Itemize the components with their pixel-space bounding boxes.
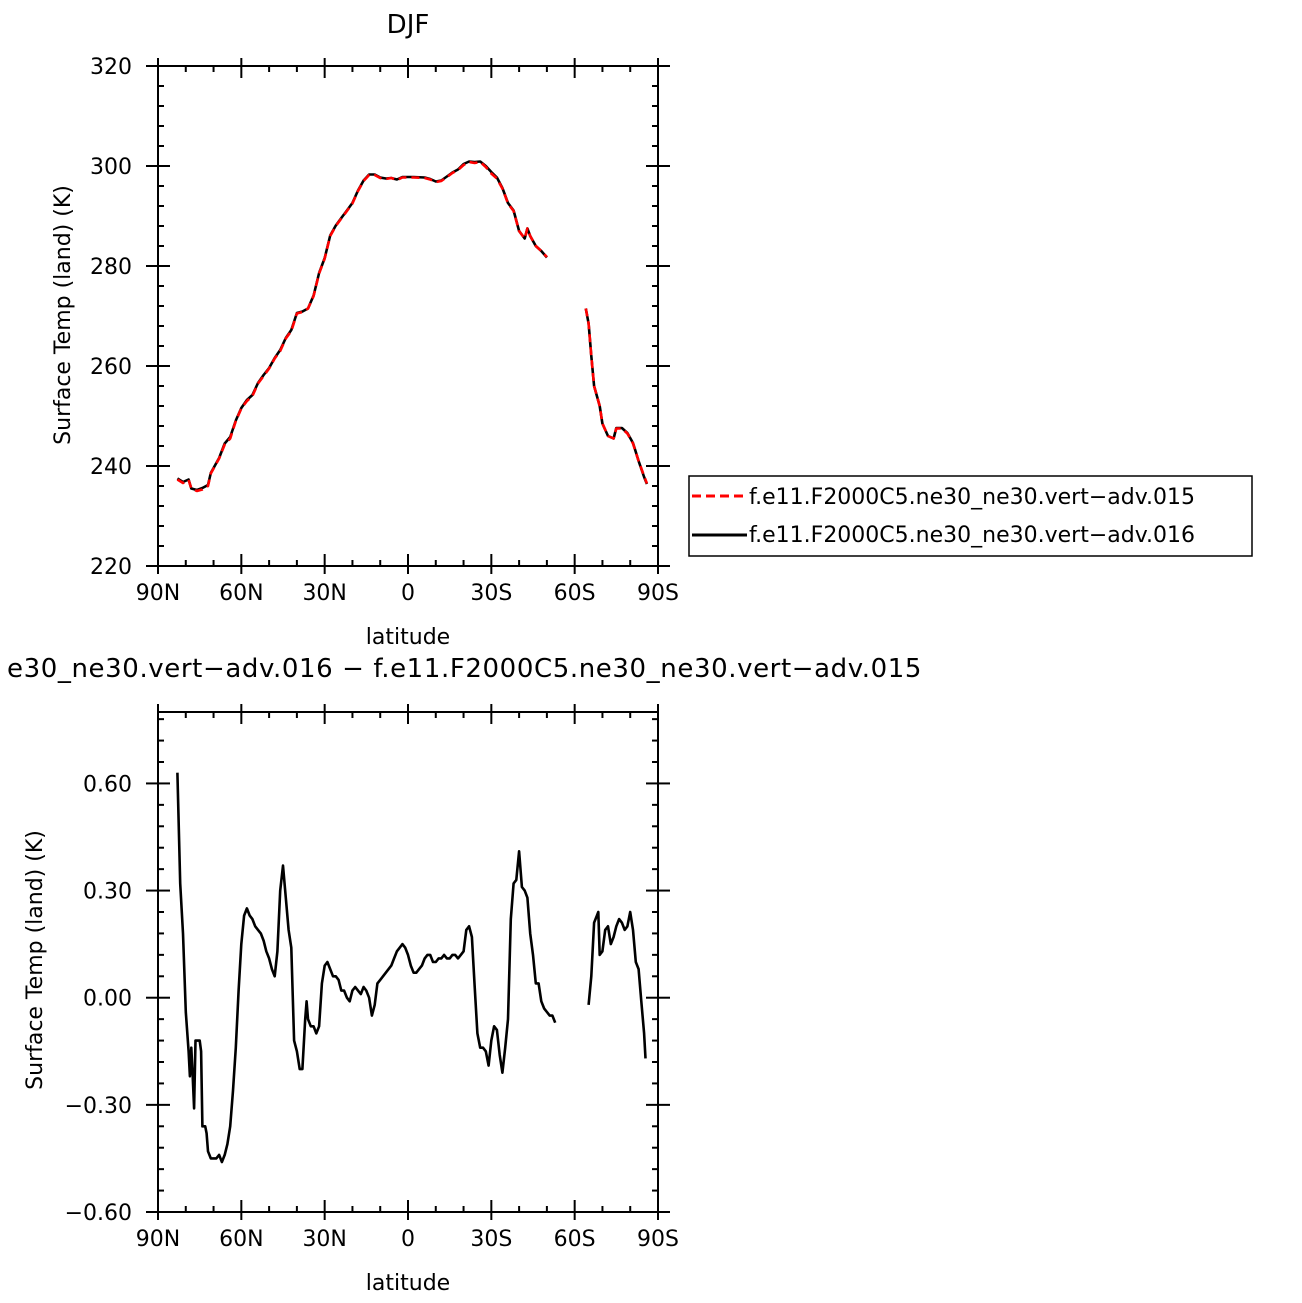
c0-x-tick-label: 0 (401, 581, 415, 606)
c1-x-tick-label: 0 (401, 1227, 415, 1252)
c0-y-tick-label: 280 (90, 255, 132, 280)
top-chart-title: DJF (387, 10, 430, 40)
c0-y-tick-label: 240 (90, 455, 132, 480)
c1-y-tick-label: 0.60 (83, 772, 132, 797)
legend-box (688, 475, 1253, 557)
bottom-plot-area: 90N 60N 30N 0 30S 60S 90S −0.60 −0.30 0.00 0.30 0.6… (65, 704, 679, 1252)
bottom-x-axis-label: latitude (366, 1271, 450, 1296)
c1-x-tick-label: 60S (554, 1227, 596, 1252)
bottom-chart-title: e30_ne30.vert−adv.016 − f.e11.F2000C5.ne… (7, 654, 922, 684)
legend-label-015: f.e11.F2000C5.ne30_ne30.vert−adv.015 (749, 485, 1195, 510)
c1-x-tick-label: 30S (470, 1227, 512, 1252)
c1-x-tick-label: 30N (302, 1227, 346, 1252)
c0-x-tick-label: 60S (554, 581, 596, 606)
c0-series-1-line-segment-0 (176, 160, 548, 492)
c1-y-tick-label: 0.30 (83, 880, 132, 905)
c0-series-0-line-segment-1 (584, 308, 649, 484)
bottom-chart: e30_ne30.vert−adv.016 − f.e11.F2000C5.ne… (7, 654, 922, 1296)
c0-x-tick-label: 30S (470, 581, 512, 606)
c0-y-tick-label: 260 (90, 355, 132, 380)
c0-y-tick-label: 220 (90, 555, 132, 580)
bottom-y-axis-label: Surface Temp (land) (K) (23, 830, 48, 1090)
c0-x-tick-label: 30N (302, 581, 346, 606)
c1-y-tick-label: −0.60 (65, 1201, 132, 1226)
legend: f.e11.F2000C5.ne30_ne30.vert−adv.015 f.e… (688, 475, 1253, 557)
c1-series-0-line-segment-1 (587, 910, 647, 1059)
top-chart: DJF 90N 60N 30N 0 30S 60S 90S 220 240 260 280 300 32… (51, 10, 679, 650)
top-plot-area: 90N 60N 30N 0 30S 60S 90S 220 240 260 280 300 320 (90, 55, 679, 606)
top-y-axis-label: Surface Temp (land) (K) (51, 185, 76, 445)
c0-x-tick-label: 60N (219, 581, 263, 606)
top-x-axis-label: latitude (366, 625, 450, 650)
c0-x-tick-label: 90S (637, 581, 679, 606)
c0-x-tick-label: 90N (136, 581, 180, 606)
c0-y-tick-label: 300 (90, 155, 132, 180)
c0-series-0-line-segment-0 (176, 160, 548, 493)
legend-label-016: f.e11.F2000C5.ne30_ne30.vert−adv.016 (749, 523, 1195, 548)
c1-x-tick-label: 90N (136, 1227, 180, 1252)
c1-plot-frame (157, 711, 659, 1213)
c1-x-tick-label: 90S (637, 1227, 679, 1252)
c1-y-tick-label: 0.00 (83, 987, 132, 1012)
c1-x-tick-label: 60N (219, 1227, 263, 1252)
c1-y-tick-label: −0.30 (65, 1094, 132, 1119)
c0-plot-frame (157, 65, 659, 567)
c0-y-tick-label: 320 (90, 55, 132, 80)
c1-series-0-line-segment-0 (176, 772, 557, 1164)
